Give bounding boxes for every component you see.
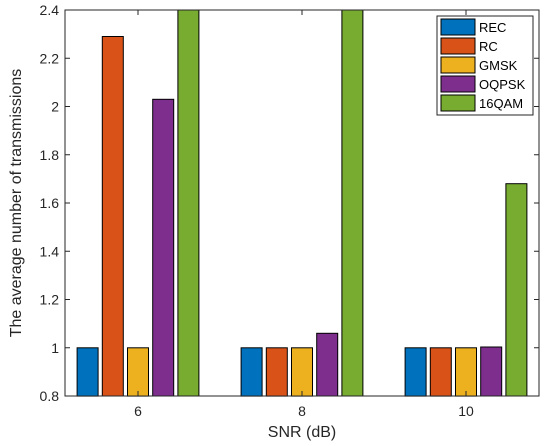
bars-layer: [76, 9, 528, 397]
legend-label-rec: REC: [479, 20, 506, 35]
y-tick-label: 1.4: [40, 243, 60, 259]
y-tick-label: 2.2: [40, 50, 60, 66]
bar-gmsk-8: [291, 347, 313, 397]
y-tick-label: 1: [51, 340, 59, 356]
bar-rc-10: [429, 347, 452, 397]
legend-label-gmsk: GMSK: [479, 58, 518, 73]
y-tick-label: 1.8: [40, 147, 60, 163]
bar-gmsk-10: [455, 347, 477, 397]
x-tick-label: 6: [134, 403, 142, 419]
bar-16qam-6: [177, 9, 200, 397]
legend-swatch-16qam: [440, 94, 476, 112]
bar-oqpsk-10: [480, 346, 503, 397]
bar-oqpsk-8: [316, 332, 339, 397]
legend-label-rc: RC: [479, 39, 498, 54]
bar-rc-8: [265, 347, 288, 397]
bar-rc-6: [101, 36, 124, 397]
y-axis-label: The average number of transmissions: [8, 69, 25, 338]
legend-swatch-rec: [440, 18, 476, 36]
legend-swatch-rc: [440, 37, 476, 55]
y-tick-label: 1.2: [40, 292, 60, 308]
legend-label-16qam: 16QAM: [479, 96, 523, 111]
bar-rec-10: [404, 347, 427, 397]
y-tick-label: 0.8: [40, 388, 60, 404]
legend: REC RC GMSK OQPSK 16QAM: [436, 15, 534, 116]
legend-label-oqpsk: OQPSK: [479, 77, 526, 92]
bar-oqpsk-6: [152, 98, 175, 397]
axes-layer: 0.8 1 1.2 1.4 1.6 1.8 2 2.2 2.4 6 8 10: [40, 2, 540, 419]
x-tick-label: 10: [458, 403, 474, 419]
y-tick-label: 2.4: [40, 2, 60, 18]
x-tick-label: 8: [298, 403, 306, 419]
y-tick-label: 1.6: [40, 195, 60, 211]
bar-16qam-8: [341, 9, 364, 397]
bar-16qam-10: [505, 183, 528, 397]
bar-rec-8: [240, 347, 263, 397]
legend-swatch-oqpsk: [440, 75, 476, 93]
bar-gmsk-6: [127, 347, 149, 397]
legend-swatch-gmsk: [440, 56, 476, 74]
y-tick-label: 2: [51, 99, 59, 115]
x-axis-label: SNR (dB): [268, 424, 336, 441]
bar-rec-6: [76, 347, 99, 397]
